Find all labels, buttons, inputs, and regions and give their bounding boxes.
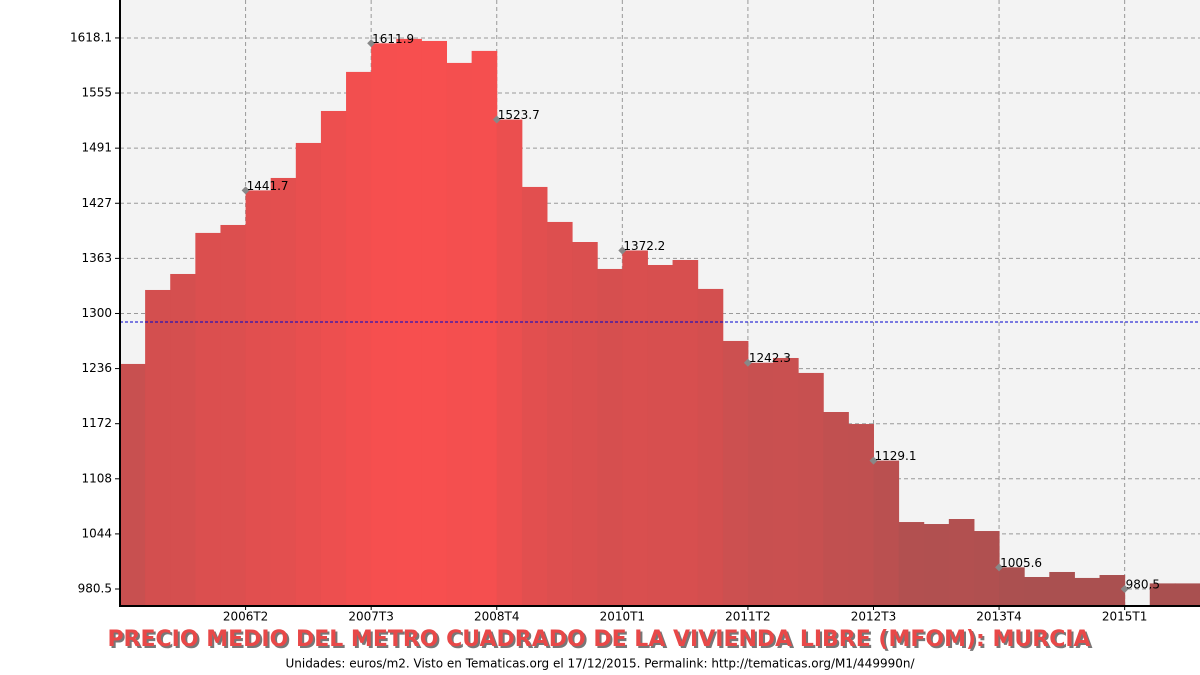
- bar: [848, 424, 874, 605]
- bar: [546, 221, 573, 605]
- point-marker: [492, 115, 501, 124]
- x-tick-label: 2008T4: [474, 610, 520, 624]
- x-tick-label: 2007T3: [348, 610, 394, 624]
- bar: [1049, 571, 1075, 605]
- y-tick-label: 1172: [81, 416, 112, 430]
- point-marker: [869, 456, 878, 465]
- bar: [1074, 577, 1101, 605]
- bar: [421, 40, 448, 605]
- bar: [597, 268, 623, 605]
- bar: [295, 142, 322, 605]
- bar: [170, 273, 196, 605]
- x-tick-label: 2011T2: [725, 610, 771, 624]
- data-label: 1005.6: [1000, 556, 1042, 570]
- y-tick-label: 1618.1: [70, 30, 112, 44]
- bar: [823, 412, 849, 605]
- bar: [672, 259, 699, 605]
- x-tick-label: 2012T3: [851, 610, 897, 624]
- y-tick-label: 1236: [81, 361, 112, 375]
- bar: [1024, 576, 1050, 605]
- x-tick-label: 2015T1: [1102, 610, 1148, 624]
- point-marker: [995, 563, 1004, 572]
- y-tick-label: 980.5: [78, 582, 112, 596]
- data-label: 1523.7: [498, 108, 540, 122]
- bar: [999, 567, 1025, 605]
- bar: [647, 264, 674, 605]
- y-tick-label: 1427: [81, 196, 112, 210]
- bar: [120, 363, 146, 605]
- bar: [496, 119, 523, 606]
- y-tick-label: 1555: [81, 86, 112, 100]
- bar: [622, 250, 648, 605]
- bar: [371, 43, 397, 605]
- bar: [220, 224, 247, 605]
- bar: [446, 62, 473, 606]
- bar: [320, 110, 347, 605]
- bar: [1099, 575, 1126, 605]
- point-marker: [1120, 585, 1129, 594]
- bar: [245, 190, 272, 605]
- data-label: 1441.7: [247, 179, 289, 193]
- bar: [747, 362, 774, 605]
- bar: [923, 524, 950, 605]
- bar: [873, 460, 900, 605]
- x-tick-label: 2010T1: [600, 610, 646, 624]
- bar: [195, 232, 221, 606]
- y-tick-label: 1300: [81, 306, 112, 320]
- point-marker: [618, 246, 627, 255]
- data-label: 1242.3: [749, 351, 791, 365]
- bar: [471, 50, 498, 605]
- bar: [948, 519, 975, 605]
- x-tick-label: 2013T4: [976, 610, 1022, 624]
- title-shadow: PRECIO MEDIO DEL METRO CUADRADO DE LA VI…: [109, 629, 1092, 654]
- bar: [521, 186, 548, 605]
- data-label: 980.5: [1126, 578, 1160, 592]
- bar: [1149, 583, 1176, 605]
- data-label: 1372.2: [623, 239, 665, 253]
- bar: [346, 71, 372, 605]
- bar: [973, 531, 1000, 605]
- point-marker: [241, 186, 250, 195]
- bar: [145, 289, 171, 605]
- point-marker: [367, 39, 376, 48]
- bar: [270, 177, 297, 605]
- y-tick-label: 1044: [81, 526, 112, 540]
- y-tick-label: 1363: [81, 251, 112, 265]
- point-marker: [743, 358, 752, 367]
- bar: [1174, 583, 1200, 605]
- bar: [798, 372, 824, 605]
- x-tick-label: 2006T2: [223, 610, 269, 624]
- bar: [722, 340, 749, 605]
- data-label: 1611.9: [372, 32, 414, 46]
- y-tick-label: 1108: [81, 471, 112, 485]
- chart-subtitle: Unidades: euros/m2. Visto en Tematicas.o…: [285, 657, 915, 671]
- bar: [572, 242, 598, 605]
- chart-title: PRECIO MEDIO DEL METRO CUADRADO DE LA VI…: [107, 627, 1090, 652]
- y-tick-label: 1491: [81, 141, 112, 155]
- bar: [697, 288, 724, 605]
- bar: [773, 357, 799, 605]
- data-label: 1129.1: [874, 449, 916, 463]
- bar: [898, 522, 925, 605]
